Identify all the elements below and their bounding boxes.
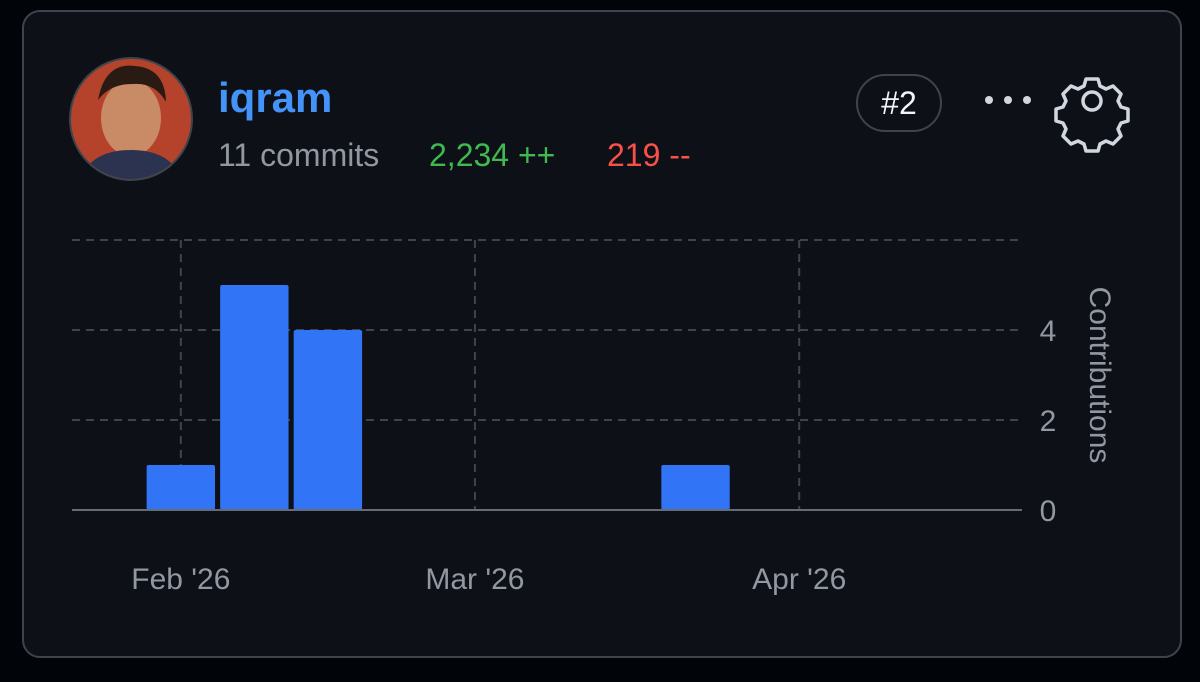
bar [146, 465, 216, 510]
y-tick-label: 0 [1040, 495, 1057, 528]
user-name[interactable]: iqram [218, 74, 332, 121]
y-tick-label: 2 [1040, 405, 1057, 438]
y-tick-label: 4 [1040, 315, 1057, 348]
rank-badge[interactable]: #2 [856, 74, 942, 132]
bar [661, 465, 730, 510]
commit-count: 11 commits [218, 137, 379, 173]
deletions: 219 -- [607, 137, 691, 173]
x-tick-label: Apr '26 [752, 563, 846, 596]
x-tick-label: Mar '26 [425, 563, 524, 596]
more-button[interactable] [985, 96, 1031, 104]
y-axis-label: Contributions [1083, 287, 1116, 464]
bar [220, 285, 289, 510]
avatar[interactable] [69, 57, 193, 181]
rank: #2 [881, 85, 917, 121]
x-tick-label: Feb '26 [131, 563, 230, 596]
additions: 2,234 ++ [429, 137, 555, 173]
bar [293, 330, 363, 510]
settings-button[interactable] [1054, 77, 1130, 153]
contributor-card [22, 10, 1182, 658]
